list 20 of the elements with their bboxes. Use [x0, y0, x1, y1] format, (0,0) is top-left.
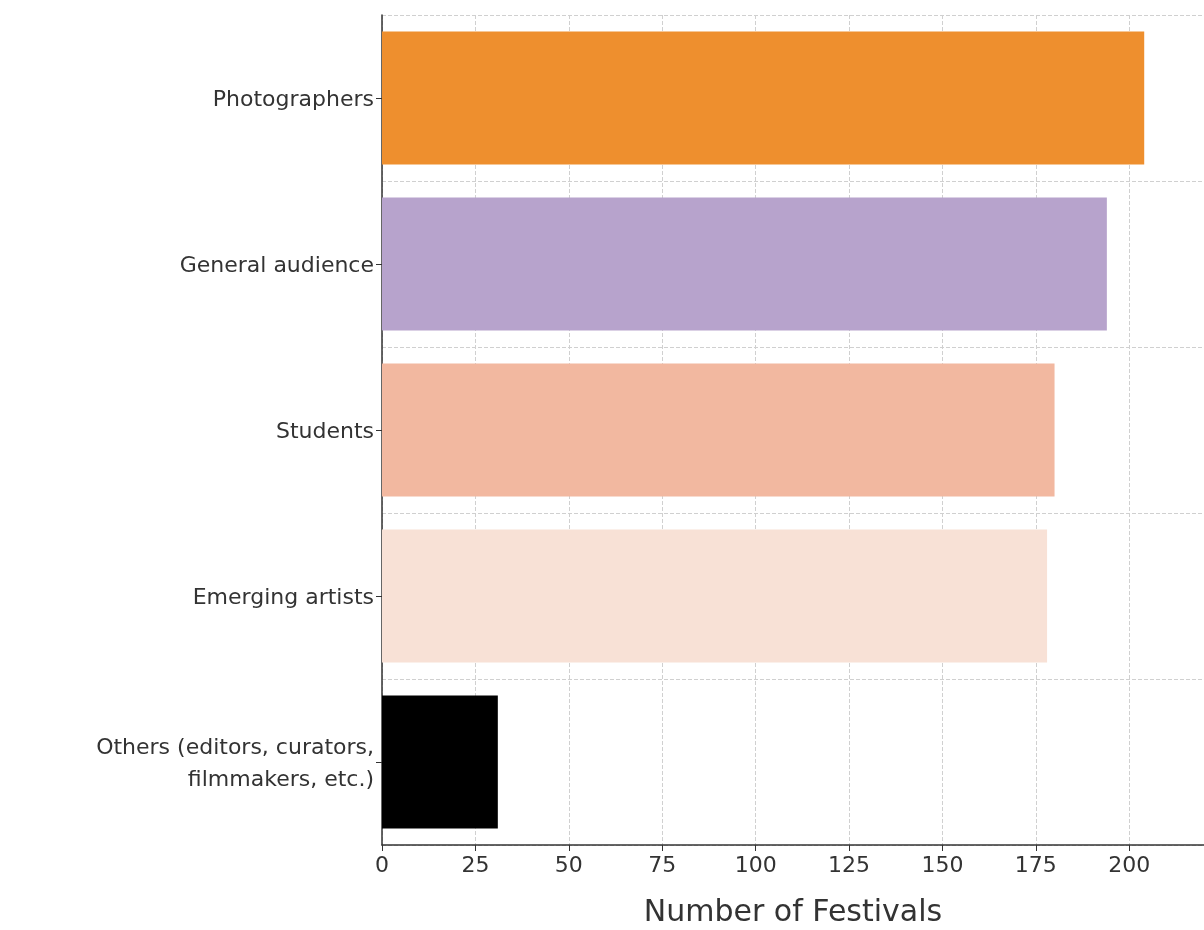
x-tick-label: 50: [554, 851, 583, 877]
bar: [382, 197, 1107, 331]
x-axis-title: Number of Festivals: [643, 892, 943, 928]
x-tick-label: 0: [375, 851, 389, 877]
y-tick-label: Others (editors, curators, filmmakers, etc.): [96, 733, 374, 791]
bar: [382, 529, 1048, 663]
bar: [382, 31, 1145, 165]
x-tick-label: 200: [1108, 851, 1151, 877]
bar: [382, 695, 498, 829]
x-tick-label: 25: [461, 851, 490, 877]
bar: [382, 363, 1055, 497]
x-tick-label: 100: [734, 851, 777, 877]
x-tick-label: 175: [1014, 851, 1057, 877]
x-tick-label: 150: [921, 851, 964, 877]
y-tick-label: General audience: [179, 251, 374, 277]
x-tick-label: 75: [648, 851, 677, 877]
y-tick-label: Photographers: [212, 85, 374, 111]
y-tick-label: Emerging artists: [192, 583, 374, 609]
y-tick-label: Students: [275, 417, 374, 443]
x-tick-label: 125: [828, 851, 871, 877]
